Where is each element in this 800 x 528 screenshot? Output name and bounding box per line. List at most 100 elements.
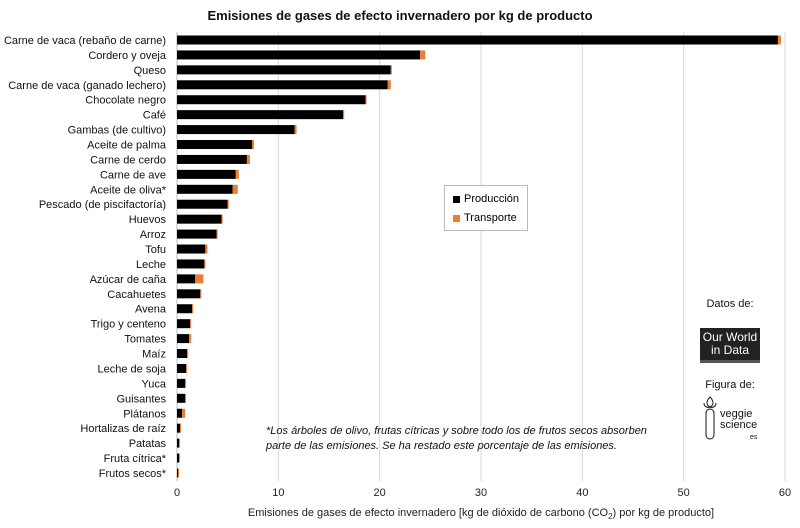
legend-item-transporte: Transporte xyxy=(453,212,517,224)
legend-label-produccion: Producción xyxy=(464,193,520,205)
category-label: Aceite de palma xyxy=(87,140,167,152)
legend-item-produccion: Producción xyxy=(453,193,519,205)
bar-transporte xyxy=(180,423,182,433)
bar-transporte xyxy=(205,244,208,254)
bar-produccion xyxy=(177,229,217,239)
bar-produccion xyxy=(177,244,206,254)
bar-produccion xyxy=(177,199,228,209)
x-tick-label: 50 xyxy=(678,487,690,499)
x-tick-label: 0 xyxy=(174,487,180,499)
veggie-science-logo: veggie science es xyxy=(700,395,770,443)
x-axis-label: Emisiones de gases de efecto invernadero… xyxy=(248,507,714,521)
category-label: Café xyxy=(143,110,166,122)
bar-produccion xyxy=(177,154,247,164)
legend-swatch-produccion xyxy=(453,195,460,203)
bar-produccion xyxy=(177,169,236,179)
category-label: Frutos secos* xyxy=(99,468,167,480)
bar-transporte xyxy=(251,140,255,150)
bar-transporte xyxy=(390,65,392,75)
footnote-line-1: *Los árboles de olivo, frutas cítricas y… xyxy=(266,425,647,437)
bar-transporte xyxy=(235,169,239,179)
category-label: Gambas (de cultivo) xyxy=(68,125,166,137)
bar-transporte xyxy=(420,50,426,60)
category-label: Cacahuetes xyxy=(107,289,166,301)
category-label: Arroz xyxy=(140,229,166,241)
bar-transporte xyxy=(190,319,192,329)
bar-produccion xyxy=(177,378,186,388)
category-label: Aceite de oliva* xyxy=(90,184,167,196)
bar-produccion xyxy=(177,35,778,45)
bar-transporte xyxy=(387,80,391,90)
credits: Datos de: Our World in Data Figura de: ve… xyxy=(690,298,770,443)
bar-transporte xyxy=(179,453,181,463)
bar-produccion xyxy=(177,408,183,418)
category-label: Maíz xyxy=(142,349,166,361)
test-tube-icon xyxy=(703,396,717,440)
bar-produccion xyxy=(177,80,388,90)
category-label: Leche xyxy=(136,259,166,271)
footnote-line-2: parte de las emisiones. Se ha restado es… xyxy=(266,440,617,452)
bar-produccion xyxy=(177,423,181,433)
category-label: Tofu xyxy=(145,244,166,256)
x-tick-label: 40 xyxy=(576,487,588,499)
bar-transporte xyxy=(185,378,187,388)
bar-transporte xyxy=(189,334,192,344)
bar-transporte xyxy=(195,274,204,284)
category-label: Plátanos xyxy=(123,408,166,420)
bar-transporte xyxy=(294,125,297,135)
bar-produccion xyxy=(177,184,233,194)
category-label: Guisantes xyxy=(116,393,166,405)
category-label: Chocolate negro xyxy=(85,95,166,107)
category-label: Carne de vaca (ganado lechero) xyxy=(8,80,166,92)
legend-swatch-transporte xyxy=(453,214,460,222)
bar-transporte xyxy=(216,229,218,239)
footnote: *Los árboles de olivo, frutas cítricas y… xyxy=(266,424,666,454)
bar-transporte xyxy=(204,259,206,269)
owid-logo: Our World in Data xyxy=(700,328,760,363)
bar-produccion xyxy=(177,274,196,284)
bar-transporte xyxy=(182,408,186,418)
category-label: Trigo y centeno xyxy=(91,319,166,331)
category-label: Fruta cítrica* xyxy=(104,453,167,465)
category-label: Cordero y oveja xyxy=(88,50,167,62)
bar-transporte xyxy=(777,35,781,45)
bar-transporte xyxy=(186,363,188,373)
category-label: Avena xyxy=(135,304,167,316)
x-tick-label: 20 xyxy=(374,487,386,499)
bar-produccion xyxy=(177,259,205,269)
bar-produccion xyxy=(177,140,252,150)
bar-produccion xyxy=(177,110,344,120)
category-label: Hortalizas de raíz xyxy=(80,423,166,435)
category-label: Yuca xyxy=(142,378,167,390)
category-label: Azúcar de caña xyxy=(90,274,167,286)
bar-produccion xyxy=(177,50,421,60)
category-label: Carne de ave xyxy=(100,169,166,181)
bar-transporte xyxy=(246,154,250,164)
bar-transporte xyxy=(178,468,180,478)
category-label: Pescado (de piscifactoría) xyxy=(39,199,166,211)
data-source-label: Datos de: xyxy=(706,298,754,310)
chart-title: Emisiones de gases de efecto invernadero… xyxy=(207,8,593,23)
bar-transporte xyxy=(187,349,189,359)
x-tick-label: 10 xyxy=(272,487,284,499)
category-label: Patatas xyxy=(129,438,167,450)
bar-produccion xyxy=(177,393,186,403)
bar-transporte xyxy=(227,199,229,209)
figure-source-label: Figura de: xyxy=(705,379,755,391)
bar-produccion xyxy=(177,319,191,329)
bar-transporte xyxy=(192,304,194,314)
category-label: Huevos xyxy=(129,214,167,226)
bar-transporte xyxy=(365,95,367,105)
category-label: Carne de vaca (rebaño de carne) xyxy=(4,35,166,47)
bar-produccion xyxy=(177,334,190,344)
bar-produccion xyxy=(177,214,222,224)
bar-transporte xyxy=(221,214,223,224)
bar-transporte xyxy=(232,184,238,194)
bar-produccion xyxy=(177,95,366,105)
category-label: Queso xyxy=(134,65,166,77)
bar-produccion xyxy=(177,304,193,314)
x-tick-label: 60 xyxy=(779,487,791,499)
bar-produccion xyxy=(177,438,180,448)
